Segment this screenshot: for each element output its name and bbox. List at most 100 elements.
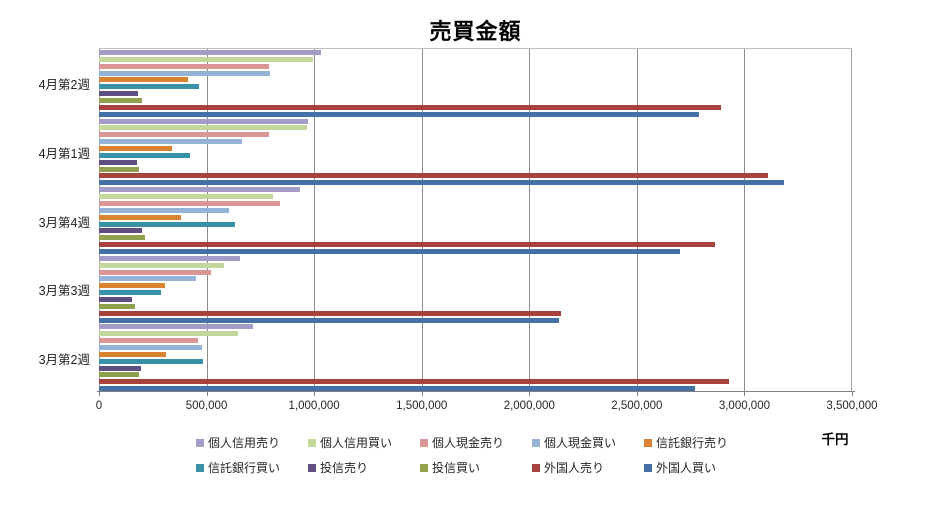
bar-個人現金買い-3月第4週 [99,207,230,213]
gridline [314,49,316,392]
axis-tick [529,392,531,396]
x-axis-tick-label: 2,000,000 [503,400,555,412]
bar-投信買い-3月第2週 [99,372,139,378]
y-axis-category-label: 4月第1週 [38,146,90,161]
bar-個人現金売り-3月第3週 [99,269,211,275]
bar-外国人買い-4月第1週 [99,180,785,186]
y-axis-category-label: 3月第3週 [38,284,90,299]
x-axis-tick-label: 3,500,000 [826,400,878,412]
legend-swatch [196,438,204,447]
gridline [744,49,746,392]
bar-信託銀行買い-4月第2週 [99,84,199,90]
x-axis-tick-label: 3,000,000 [718,400,770,412]
legend-swatch [644,438,652,447]
legend-label: 信託銀行売り [656,436,729,450]
bar-個人現金買い-4月第2週 [99,70,270,76]
x-axis-tick-label: 2,500,000 [611,400,663,412]
y-axis-category-label: 3月第4週 [38,215,90,230]
bar-個人信用売り-3月第2週 [99,324,253,330]
chart-title: 売買金額 [429,19,522,44]
legend-label: 個人信用売り [208,436,281,450]
legend-label: 個人現金買い [544,436,617,450]
legend-swatch [308,463,316,472]
x-axis-tick-label: 1,000,000 [288,400,340,412]
bar-信託銀行売り-4月第1週 [99,146,173,152]
bar-投信買い-4月第1週 [99,166,139,172]
x-axis-tick-label: 500,000 [185,400,228,412]
legend-item-個人信用売り: 個人信用売り [196,430,308,455]
axis-tick [314,392,316,396]
bar-信託銀行売り-3月第3週 [99,283,165,289]
bar-個人現金売り-3月第2週 [99,338,198,344]
bar-個人信用買い-3月第3週 [99,262,224,268]
bar-外国人買い-3月第2週 [99,386,695,392]
axis-tick [99,392,100,396]
gridline [851,49,852,392]
bar-個人信用買い-4月第2週 [99,56,314,62]
legend-swatch [420,463,428,472]
bar-投信買い-3月第4週 [99,235,146,241]
x-axis-unit-label: 千円 [821,432,849,447]
bar-個人信用買い-4月第1週 [99,125,307,131]
bar-信託銀行買い-4月第1週 [99,152,191,158]
legend-label: 個人信用買い [320,436,393,450]
legend: 個人信用売り 個人信用買い 個人現金売り 個人現金買い 信託銀行売り信託銀行買い 投信売り… [196,430,756,480]
bar-投信買い-3月第3週 [99,303,135,309]
axis-tick [744,392,746,396]
legend-label: 外国人買い [656,461,717,475]
x-axis-tick-label: 1,500,000 [396,400,448,412]
legend-swatch [308,438,316,447]
bar-個人現金買い-3月第3週 [99,276,196,282]
bar-投信売り-4月第2週 [99,91,138,97]
legend-swatch [532,438,540,447]
gridline [421,49,423,392]
bar-投信売り-4月第1週 [99,159,137,165]
bar-個人現金売り-4月第1週 [99,132,269,138]
axis-tick [852,392,853,396]
legend-swatch [196,463,204,472]
axis-tick [421,392,423,396]
legend-item-個人現金売り: 個人現金売り [420,430,532,455]
bar-投信買い-4月第2週 [99,98,142,104]
bar-個人現金買い-3月第2週 [99,344,203,350]
legend-item-外国人売り: 外国人売り [532,455,644,480]
bar-信託銀行売り-4月第2週 [99,77,189,83]
axis-tick [206,392,208,396]
bar-個人現金売り-4月第2週 [99,63,269,69]
bar-投信売り-3月第4週 [99,228,142,234]
axis-tick [636,392,638,396]
bar-信託銀行買い-3月第3週 [99,290,162,296]
bar-外国人売り-4月第1週 [99,173,769,179]
gridline [529,49,531,392]
bar-外国人買い-3月第4週 [99,248,680,254]
legend-label: 投信売り [320,461,369,475]
bar-外国人売り-3月第2週 [99,379,730,385]
bar-個人信用売り-4月第1週 [99,118,308,124]
x-axis-line [97,391,855,392]
legend-label: 外国人売り [544,461,605,475]
bar-外国人買い-3月第3週 [99,317,560,323]
legend-label: 個人現金売り [432,436,505,450]
bar-個人信用売り-3月第4週 [99,187,301,193]
bar-信託銀行買い-3月第4週 [99,221,235,227]
legend-item-投信売り: 投信売り [308,455,420,480]
bar-投信売り-3月第3週 [99,296,133,302]
bar-個人信用買い-3月第4週 [99,194,274,200]
y-axis-category-label: 3月第2週 [38,352,90,367]
gridline [206,49,208,392]
legend-item-個人現金買い: 個人現金買い [532,430,644,455]
bar-個人信用売り-4月第2週 [99,50,321,55]
bar-信託銀行売り-3月第4週 [99,214,181,220]
gridline [636,49,638,392]
bar-外国人売り-4月第2週 [99,104,721,110]
bar-信託銀行買い-3月第2週 [99,358,204,364]
bar-個人現金売り-3月第4週 [99,200,280,206]
bar-外国人売り-3月第4週 [99,242,716,248]
bar-信託銀行売り-3月第2週 [99,351,166,357]
legend-label: 投信買い [432,461,481,475]
legend-item-個人信用買い: 個人信用買い [308,430,420,455]
legend-swatch [420,438,428,447]
legend-item-信託銀行買い: 信託銀行買い [196,455,308,480]
legend-swatch [532,463,540,472]
